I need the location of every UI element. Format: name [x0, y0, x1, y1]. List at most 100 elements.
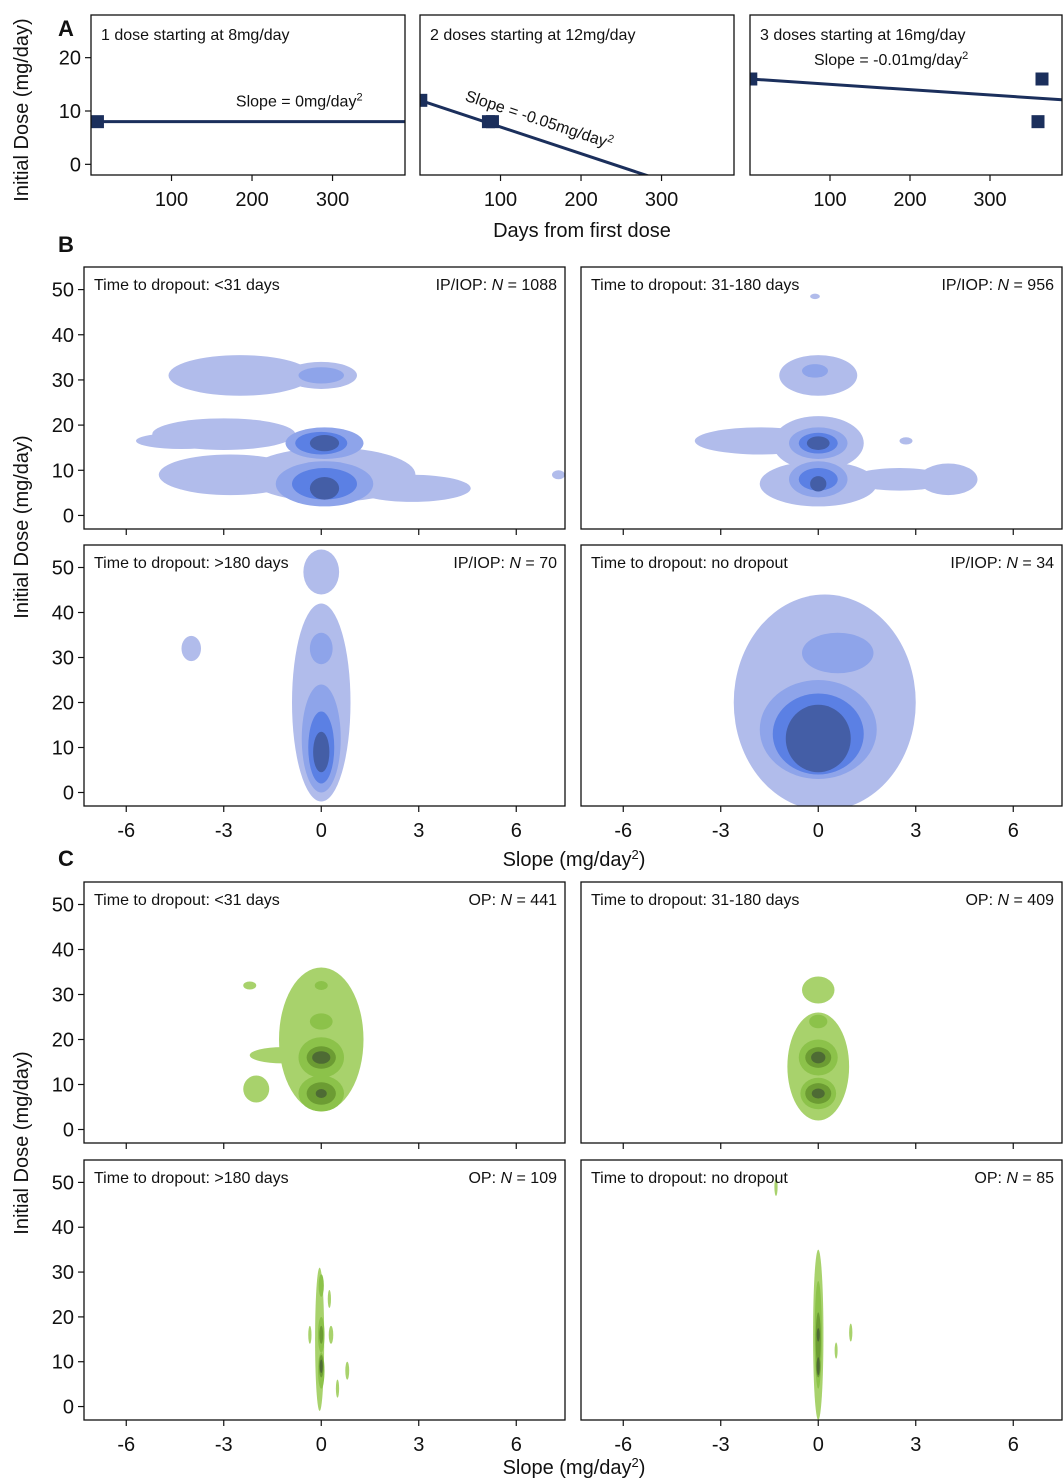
density-level-4: [312, 1051, 331, 1098]
density-blob: [802, 364, 828, 378]
density-blob: [309, 435, 340, 452]
plot-area: [787, 976, 850, 1121]
dose-point: [1035, 72, 1049, 86]
subplot-a3-frame: [749, 14, 1063, 176]
n-value: 1088: [521, 277, 557, 294]
density-blob: [303, 549, 340, 595]
density-blob: [552, 470, 565, 480]
y-tick-label: 50: [52, 1172, 74, 1194]
subplot-c3-frame: [83, 1159, 566, 1421]
x-tick-label: 3: [413, 1434, 424, 1456]
x-tick-label: -6: [117, 1434, 135, 1456]
subplot-c4-frame: [580, 1159, 1063, 1421]
plot-area: [694, 293, 978, 507]
y-tick-label: 0: [63, 1120, 74, 1142]
y-tick-label: 10: [52, 460, 74, 482]
subplot-subtitle: Time to dropout: no dropout: [591, 555, 788, 572]
density-blob: [335, 1379, 340, 1398]
subplot-c2-frame: [580, 881, 1063, 1144]
slope-annotation: Slope = -0.01mg/day2: [814, 50, 968, 69]
density-blob: [249, 1047, 315, 1064]
x-tick-label: 200: [564, 189, 597, 211]
n-label-group: IP/IOP:: [453, 555, 509, 572]
subplot-b3-frame: [83, 544, 566, 807]
n-label-group: OP:: [468, 1170, 500, 1187]
plot-area: [774, 1177, 853, 1420]
density-blob: [811, 1051, 826, 1064]
subplot-a3: 3 doses starting at 16mg/day Slope = -0.0…: [750, 27, 1062, 211]
subplot-title: 3 doses starting at 16mg/day: [760, 27, 965, 44]
panel-b-xlabel-end: ): [639, 849, 646, 871]
n-label: IP/IOP: N = 956: [941, 277, 1054, 294]
y-tick-label: 10: [52, 1352, 74, 1374]
density-blob: [785, 704, 851, 773]
x-tick-label: -6: [614, 820, 632, 842]
density-blob: [309, 632, 333, 665]
x-tick-label: 100: [155, 189, 188, 211]
density-blob: [309, 477, 340, 500]
y-tick-label: 0: [63, 505, 74, 527]
density-blob: [319, 1325, 324, 1344]
subplot-b3: Time to dropout: >180 days IP/IOP: N = 70…: [52, 549, 557, 842]
panel-b-xlabel-main: Slope (mg/day: [503, 849, 632, 871]
slope-annotation-text: Slope = -0.01mg/day: [814, 52, 962, 69]
n-label: OP: N = 409: [965, 892, 1054, 909]
n-eq: =: [1009, 277, 1027, 294]
x-tick-label: 0: [316, 1434, 327, 1456]
y-tick-label: 40: [52, 603, 74, 625]
density-blob: [353, 474, 471, 502]
y-tick-label: 50: [52, 558, 74, 580]
subplot-b2-frame: [580, 266, 1063, 530]
n-label: OP: N = 109: [468, 1170, 557, 1187]
subplot-subtitle: Time to dropout: >180 days: [94, 1170, 289, 1187]
n-label-group: OP:: [468, 892, 500, 909]
subplot-c4: Time to dropout: no dropout OP: N = 85 -6 -…: [591, 1170, 1054, 1456]
n-value: 109: [530, 1170, 557, 1187]
n-symbol: N: [501, 892, 513, 909]
subplots: 1 dose starting at 8mg/day Slope = 0mg/da…: [52, 14, 1063, 1456]
y-tick-label: 50: [52, 895, 74, 917]
density-blob: [181, 635, 201, 662]
subplot-a2-frame: [419, 14, 735, 176]
n-eq: =: [512, 1170, 530, 1187]
density-blob: [243, 981, 257, 990]
subplot-c2: Time to dropout: 31-180 days OP: N = 409: [591, 892, 1054, 1149]
density-blob: [809, 1014, 828, 1029]
x-tick-label: 300: [645, 189, 678, 211]
density-level-4: [309, 435, 340, 500]
density-blob: [318, 1274, 324, 1297]
subplot-c3: Time to dropout: >180 days OP: N = 109 -6 -…: [52, 1170, 557, 1456]
density-blob: [243, 1075, 270, 1103]
density-level-1: [694, 293, 978, 507]
x-tick-label: 6: [1008, 820, 1019, 842]
subplot-subtitle: Time to dropout: <31 days: [94, 277, 280, 294]
subplot-subtitle: Time to dropout: 31-180 days: [591, 277, 799, 294]
density-level-4: [319, 1359, 323, 1373]
x-tick-label: 300: [973, 189, 1006, 211]
slope-annotation-sup: 2: [356, 92, 362, 104]
dose-point: [91, 115, 104, 129]
density-blob: [774, 1177, 778, 1196]
density-blob: [312, 1051, 331, 1064]
y-tick-label: 40: [52, 940, 74, 962]
x-tick-label: -6: [117, 820, 135, 842]
y-tick-label: 20: [52, 1030, 74, 1052]
panel-a-xlabel: Days from first dose: [493, 220, 671, 242]
subplot-title: 2 doses starting at 12mg/day: [430, 27, 635, 44]
density-blob: [919, 463, 978, 496]
y-tick-label: 20: [59, 48, 81, 70]
y-tick-label: 30: [52, 1262, 74, 1284]
n-eq: =: [512, 892, 530, 909]
panel-b-xlabel: Slope (mg/day2): [503, 847, 646, 872]
plot-area: [136, 355, 565, 507]
plot-area: [181, 549, 351, 802]
density-blob: [816, 1328, 820, 1342]
subplot-title: 1 dose starting at 8mg/day: [101, 27, 290, 44]
x-tick-label: 3: [910, 820, 921, 842]
y-tick-label: 10: [52, 738, 74, 760]
density-blob: [899, 437, 913, 445]
n-symbol: N: [1006, 555, 1018, 572]
x-tick-label: 100: [484, 189, 517, 211]
x-tick-label: 200: [235, 189, 268, 211]
